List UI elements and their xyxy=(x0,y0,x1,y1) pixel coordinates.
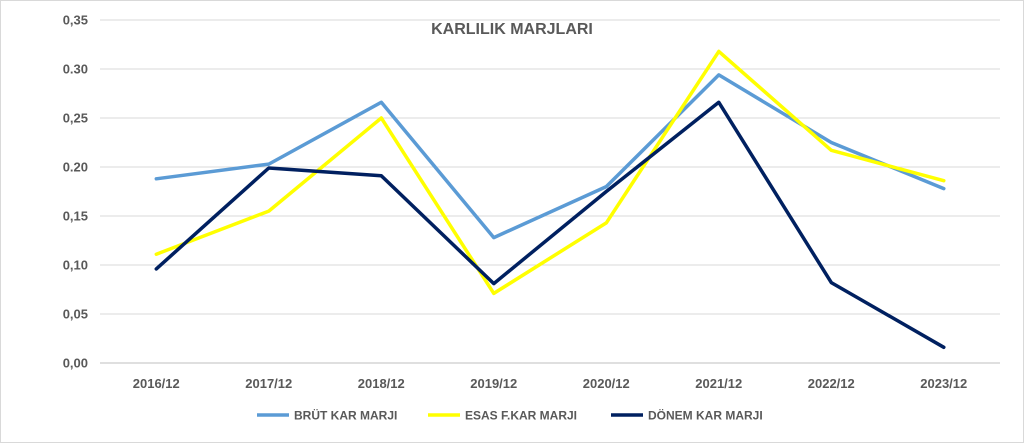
y-tick-label: 0.20 xyxy=(63,160,88,175)
legend: BRÜT KAR MARJI ESAS F.KAR MARJI DÖNEM KAR … xyxy=(257,408,763,423)
y-tick-label: 0.30 xyxy=(63,62,88,77)
x-tick-label: 2019/12 xyxy=(470,376,517,391)
series-line-1 xyxy=(154,49,946,296)
y-tick-label: 0,25 xyxy=(63,111,88,126)
series-line-2 xyxy=(154,100,946,350)
y-tick-label: 0,05 xyxy=(63,307,88,322)
y-tick-label: 0,00 xyxy=(63,356,88,371)
y-tick-label: 0,35 xyxy=(63,13,88,28)
x-axis-ticks: 2016/12 2017/12 2018/12 2019/12 2020/12 2021/… xyxy=(133,376,968,391)
chart-title: KARLILIK MARJLARI xyxy=(431,21,593,38)
legend-label: ESAS F.KAR MARJI xyxy=(465,409,577,423)
x-tick-label: 2018/12 xyxy=(358,376,405,391)
y-tick-label: 0,10 xyxy=(63,258,88,273)
x-tick-label: 2016/12 xyxy=(133,376,180,391)
x-tick-label: 2020/12 xyxy=(583,376,630,391)
y-axis-ticks: 0,00 0,05 0,10 0,15 0.20 0,25 0.30 0,35 xyxy=(63,13,88,371)
x-tick-label: 2017/12 xyxy=(245,376,292,391)
x-tick-label: 2022/12 xyxy=(808,376,855,391)
legend-label: BRÜT KAR MARJI xyxy=(294,408,397,423)
gridlines xyxy=(100,19,1000,364)
y-tick-label: 0,15 xyxy=(63,209,88,224)
legend-label: DÖNEM KAR MARJI xyxy=(648,408,763,423)
series-lines xyxy=(154,49,946,350)
series-line-0 xyxy=(154,73,946,240)
x-tick-label: 2023/12 xyxy=(920,376,967,391)
x-tick-label: 2021/12 xyxy=(695,376,742,391)
